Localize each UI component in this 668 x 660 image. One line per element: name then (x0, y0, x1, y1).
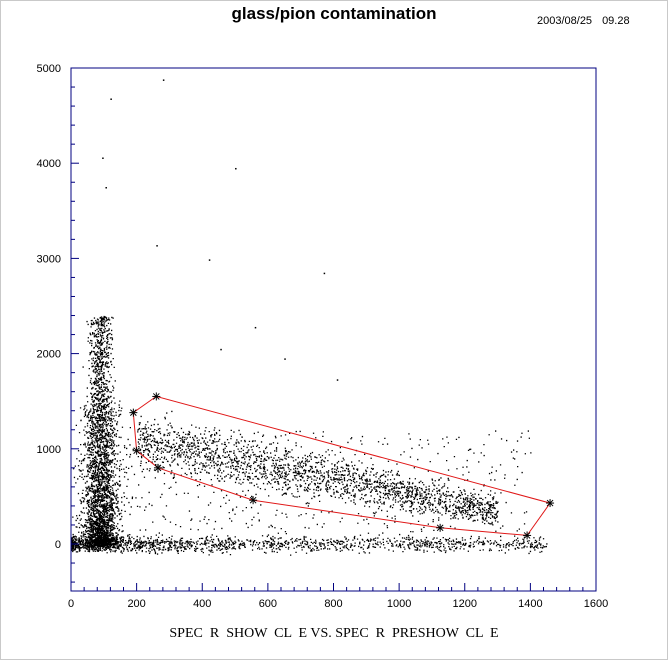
scatter-points (71, 79, 548, 556)
outlier-point (208, 259, 211, 261)
cut-vertex-marker (152, 392, 161, 401)
y-tick-label: 0 (55, 539, 61, 551)
outlier-point (254, 326, 257, 329)
x-tick-label: 800 (324, 598, 342, 610)
cut-vertex-marker (249, 496, 258, 505)
y-tick-label: 1000 (37, 444, 61, 456)
outlier-point (235, 167, 237, 170)
x-tick-label: 1200 (453, 598, 477, 610)
x-tick-label: 400 (193, 598, 211, 610)
x-tick-label: 1400 (518, 598, 542, 610)
x-tick-label: 600 (259, 598, 277, 610)
timestamp-time: 09.28 (602, 15, 630, 27)
timestamp-date: 2003/08/25 (537, 15, 593, 27)
x-tick-label: 1000 (387, 598, 411, 610)
chart-title: glass/pion contamination (231, 4, 437, 23)
timestamp: 2003/08/25 09.28 (537, 15, 630, 27)
y-tick-label: 4000 (37, 158, 61, 170)
cut-polygon (129, 392, 555, 540)
axes: 0 1000 2000 3000 4000 5000 0 200 400 600 800 1000 12… (37, 63, 609, 610)
cut-vertex-marker (436, 523, 445, 532)
outlier-point (284, 358, 286, 360)
y-tick-label: 5000 (37, 63, 61, 75)
outlier-point (105, 187, 107, 189)
x-tick-label: 200 (127, 598, 145, 610)
outlier-point (162, 79, 165, 81)
outlier-point (156, 245, 158, 247)
outlier-point (323, 272, 326, 275)
cut-polygon-outline (132, 395, 551, 536)
x-tick-label: 0 (68, 598, 74, 610)
cut-vertex-marker (546, 499, 555, 508)
cut-vertex-marker (132, 446, 141, 455)
cut-vertex-marker (153, 463, 162, 472)
outlier-point (110, 98, 112, 100)
scatter-point-cloud (71, 315, 548, 556)
outlier-point (102, 157, 104, 159)
outlier-point (336, 379, 339, 381)
cut-vertex-marker (129, 408, 138, 417)
x-tick-label: 1600 (584, 598, 608, 610)
y-tick-label: 3000 (37, 253, 61, 265)
x-axis-label: SPEC R SHOW CL E VS. SPEC R PRESHOW CL E (169, 626, 499, 641)
outlier-point (220, 348, 222, 351)
cut-vertex-marker (523, 531, 532, 540)
y-tick-label: 2000 (37, 349, 61, 361)
